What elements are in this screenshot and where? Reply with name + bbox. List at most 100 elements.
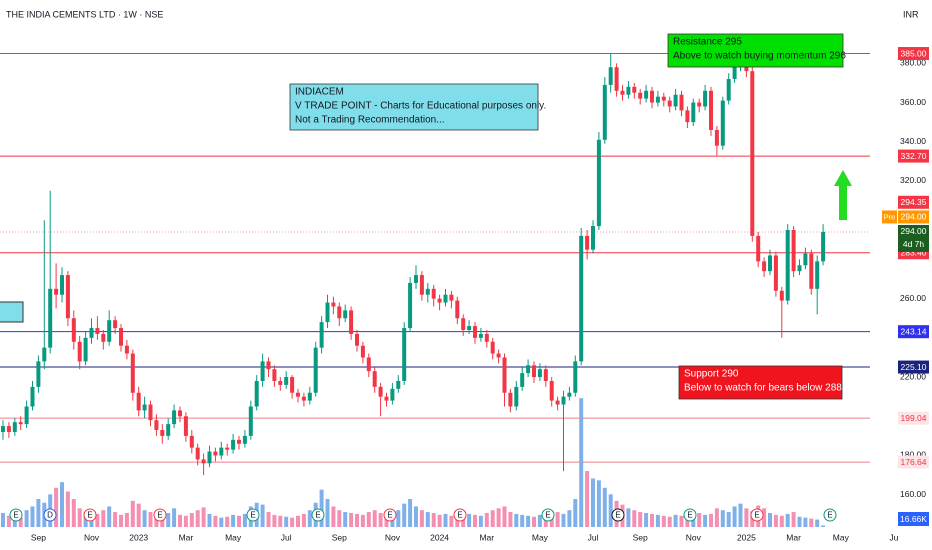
candle-body (520, 373, 525, 387)
candle-body (815, 261, 820, 289)
event-marker[interactable] (153, 508, 167, 522)
annotation-text: Not a Trading Recommendation... (295, 115, 445, 126)
event-marker[interactable] (311, 508, 325, 522)
volume-bar (160, 515, 165, 527)
volume-bar (478, 515, 483, 527)
candle-body (1, 426, 5, 432)
candle-body (284, 377, 289, 385)
volume-bar (6, 515, 11, 527)
volume-bar (484, 513, 489, 527)
candle-body (36, 361, 41, 387)
volume-bar (408, 499, 413, 527)
candle-body (484, 333, 489, 342)
candle-body (183, 416, 188, 436)
candle-body (48, 288, 53, 348)
volume-bar (237, 515, 241, 527)
volume-bar (148, 512, 153, 527)
event-marker[interactable] (383, 508, 397, 522)
event-marker[interactable] (453, 508, 467, 522)
candle-body (390, 388, 395, 401)
annotation-box[interactable] (289, 83, 539, 131)
volume-bar (136, 503, 141, 527)
volume-bar (414, 506, 418, 527)
candle-body (408, 282, 413, 329)
volume-bar (284, 516, 289, 527)
candle-body (18, 422, 23, 425)
volume-bar (71, 499, 76, 527)
candle-body (667, 100, 672, 107)
volume-bar (260, 504, 265, 527)
candle-body (71, 318, 76, 342)
x-tick-label: Mar (786, 532, 801, 542)
candle-body (526, 365, 531, 374)
volume-bar (773, 514, 778, 527)
volume-bar (673, 514, 678, 527)
event-marker[interactable] (246, 508, 260, 522)
candle-body (30, 386, 35, 407)
annotation-box[interactable] (678, 365, 843, 400)
volume-bar (596, 480, 601, 527)
volume-bar (555, 512, 560, 527)
event-label: E (687, 511, 692, 520)
candle-body (779, 290, 784, 301)
event-marker[interactable] (83, 508, 97, 522)
volume-bar (331, 506, 336, 527)
candle-body (319, 322, 324, 348)
volume-bar (384, 515, 389, 527)
candle-body (537, 369, 542, 378)
candle-body (691, 102, 696, 123)
volume-bar (154, 513, 159, 527)
volume-bar (319, 489, 324, 527)
event-marker[interactable] (683, 508, 697, 522)
volume-bar (797, 516, 802, 527)
level-label: 225.10 (901, 362, 927, 372)
candle-body (83, 337, 88, 362)
candle-body (219, 447, 224, 456)
volume-bar (532, 516, 536, 527)
candle-body (632, 86, 637, 93)
candle-body (6, 426, 11, 432)
candle-body (768, 255, 772, 272)
candle-body (720, 100, 725, 146)
x-tick-label: Sep (633, 532, 648, 542)
candle-body (278, 380, 283, 385)
volume-bar (107, 506, 112, 527)
volume-bar (508, 512, 513, 527)
volume-bar (60, 482, 64, 527)
x-tick-label: Mar (479, 532, 494, 542)
candle-body (337, 306, 342, 319)
candle-body (296, 392, 300, 397)
event-label: E (545, 511, 550, 520)
candle-body (307, 392, 312, 401)
volume-bar (738, 503, 743, 527)
event-marker[interactable] (9, 508, 23, 522)
up-arrow (834, 170, 852, 220)
candle-body (60, 275, 64, 295)
volume-bar (30, 506, 35, 527)
event-marker[interactable] (43, 508, 57, 522)
candle-body (402, 328, 407, 381)
candle-body (366, 357, 371, 372)
currency[interactable]: INR (903, 9, 919, 19)
annotation-box[interactable] (667, 33, 844, 68)
event-marker[interactable] (611, 508, 625, 522)
level-label: 385.00 (901, 48, 927, 58)
event-marker[interactable] (750, 508, 764, 522)
candle-body (773, 255, 778, 291)
event-label: E (387, 511, 392, 520)
candle-body (797, 265, 802, 272)
candle-body (172, 410, 177, 425)
event-marker[interactable] (823, 508, 837, 522)
candle-body (437, 298, 442, 303)
candle-body (685, 110, 690, 123)
price-tag-label: 294.00 (901, 226, 927, 236)
event-marker[interactable] (541, 508, 555, 522)
level-tag (898, 47, 929, 61)
candle-body (543, 369, 548, 381)
price-tag-label: 294.00 (901, 212, 927, 222)
level-tag (898, 149, 929, 163)
volume-bar (360, 514, 365, 527)
volume-bar (36, 499, 41, 527)
volume-bar (172, 508, 177, 527)
